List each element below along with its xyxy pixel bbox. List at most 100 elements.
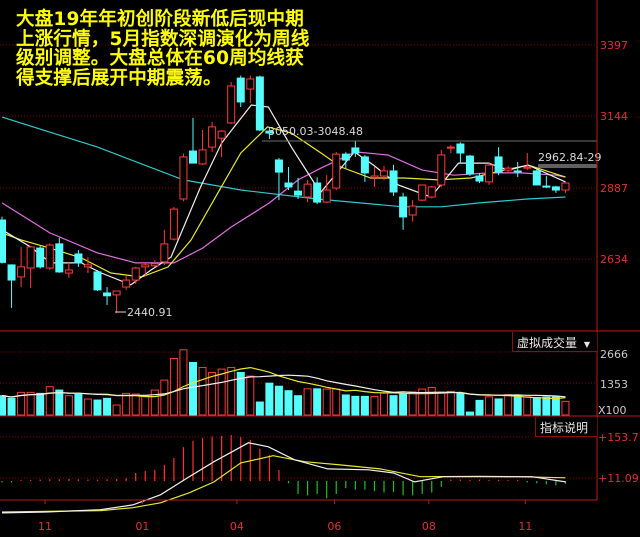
candle-body bbox=[255, 76, 264, 131]
candle-body bbox=[284, 182, 293, 188]
candle-body bbox=[236, 77, 245, 103]
candle bbox=[217, 129, 226, 157]
candle bbox=[55, 237, 64, 273]
candle bbox=[561, 181, 570, 193]
candle-body bbox=[112, 290, 121, 296]
volume-indicator-dropdown[interactable]: 虚拟成交量 ▼ bbox=[512, 332, 597, 352]
candle bbox=[465, 154, 474, 176]
grid-lines bbox=[0, 44, 597, 479]
candle-body bbox=[122, 279, 131, 288]
price-tick-label: 2887 bbox=[600, 182, 628, 195]
candle bbox=[26, 246, 35, 288]
candle-body bbox=[465, 155, 474, 175]
candle-body bbox=[131, 267, 140, 281]
candle bbox=[380, 166, 388, 181]
volume-bar bbox=[341, 394, 350, 416]
candle bbox=[427, 185, 436, 199]
candle-body bbox=[189, 150, 197, 164]
time-tick-label: 01 bbox=[135, 520, 149, 533]
triangle-down-icon: ▼ bbox=[583, 340, 590, 349]
candle-body bbox=[332, 153, 341, 189]
candle bbox=[456, 142, 465, 164]
candle bbox=[294, 177, 303, 199]
price-tick-label: 3397 bbox=[600, 39, 628, 52]
volume-bar bbox=[0, 395, 6, 416]
candle-body bbox=[494, 156, 503, 173]
candle bbox=[141, 262, 150, 276]
candle-body bbox=[360, 156, 369, 174]
candle-body bbox=[532, 170, 541, 186]
candle bbox=[169, 206, 178, 241]
volume-bar bbox=[465, 411, 474, 416]
candle bbox=[408, 200, 417, 222]
candle-body bbox=[17, 266, 26, 278]
time-axis-labels: 11 01 04 06 08 11 bbox=[38, 500, 532, 533]
volume-bar bbox=[446, 390, 455, 416]
candle bbox=[112, 290, 121, 314]
volume-bar bbox=[93, 399, 102, 416]
candle bbox=[551, 185, 560, 193]
candle bbox=[255, 75, 264, 132]
candle bbox=[418, 184, 427, 202]
volume-bar bbox=[456, 392, 465, 416]
candle bbox=[437, 149, 446, 187]
candle-body bbox=[351, 147, 360, 154]
candle-body bbox=[83, 264, 92, 268]
volume-tick: 1353 bbox=[600, 378, 628, 391]
candle bbox=[303, 179, 312, 203]
macd-dif-line bbox=[1, 442, 566, 514]
candle-body bbox=[551, 186, 560, 191]
candle bbox=[36, 246, 45, 269]
volume-bar bbox=[274, 385, 283, 416]
candle-body bbox=[217, 130, 226, 139]
candle bbox=[189, 117, 197, 164]
commentary-line: 得支撑后展开中期震荡。 bbox=[16, 67, 222, 89]
volume-bar bbox=[141, 395, 150, 416]
recent-price-label: 2962.84-29 bbox=[538, 151, 601, 164]
candle bbox=[351, 140, 360, 157]
candle-body bbox=[169, 208, 178, 240]
volume-bar bbox=[255, 401, 264, 416]
candle bbox=[0, 216, 6, 264]
candle bbox=[131, 266, 140, 284]
commentary-line: 级别调整。大盘总体在60周均线获 bbox=[16, 48, 304, 69]
candle-body bbox=[274, 159, 283, 173]
volume-bar bbox=[217, 368, 226, 416]
chart-frame bbox=[0, 0, 640, 501]
volume-axis-labels: 2666 1353 X100 bbox=[598, 348, 628, 417]
candle-body bbox=[179, 156, 188, 200]
volume-bar bbox=[551, 396, 560, 416]
candle bbox=[93, 269, 102, 291]
volume-bar bbox=[265, 382, 274, 416]
price-tick-label: 3144 bbox=[600, 110, 628, 123]
candle-body bbox=[7, 264, 16, 281]
volume-bar bbox=[160, 379, 169, 416]
macd-dea-line bbox=[1, 455, 566, 513]
volume-bar bbox=[112, 404, 121, 416]
candle bbox=[341, 152, 350, 169]
volume-bar bbox=[399, 393, 408, 416]
candle bbox=[494, 147, 503, 176]
volume-bar bbox=[131, 393, 140, 416]
candle bbox=[542, 175, 551, 189]
candle bbox=[74, 250, 83, 267]
macd-indicator bbox=[1, 435, 567, 514]
candle-body bbox=[0, 219, 6, 263]
candle bbox=[160, 229, 169, 265]
volume-bar bbox=[45, 386, 54, 416]
candle bbox=[389, 164, 398, 196]
candle-body bbox=[150, 263, 159, 267]
chart-commentary: 大盘19年年初创阶段新低后现中期 上涨行情，5月指数深调演化为周线 级别调整。大… bbox=[16, 10, 310, 88]
volume-bar bbox=[437, 391, 446, 416]
time-tick-label: 11 bbox=[38, 520, 52, 533]
price-tick-label: 2634 bbox=[600, 253, 628, 266]
volume-bar bbox=[380, 392, 388, 416]
volume-bar bbox=[504, 394, 513, 416]
indicator-help-button[interactable]: 指标说明 bbox=[535, 417, 597, 437]
candle-body bbox=[322, 189, 331, 203]
candle bbox=[322, 175, 331, 203]
candle-body bbox=[380, 170, 388, 177]
macd-tick: +11.09 bbox=[598, 472, 639, 485]
volume-bar bbox=[418, 388, 427, 416]
candle bbox=[265, 128, 274, 139]
